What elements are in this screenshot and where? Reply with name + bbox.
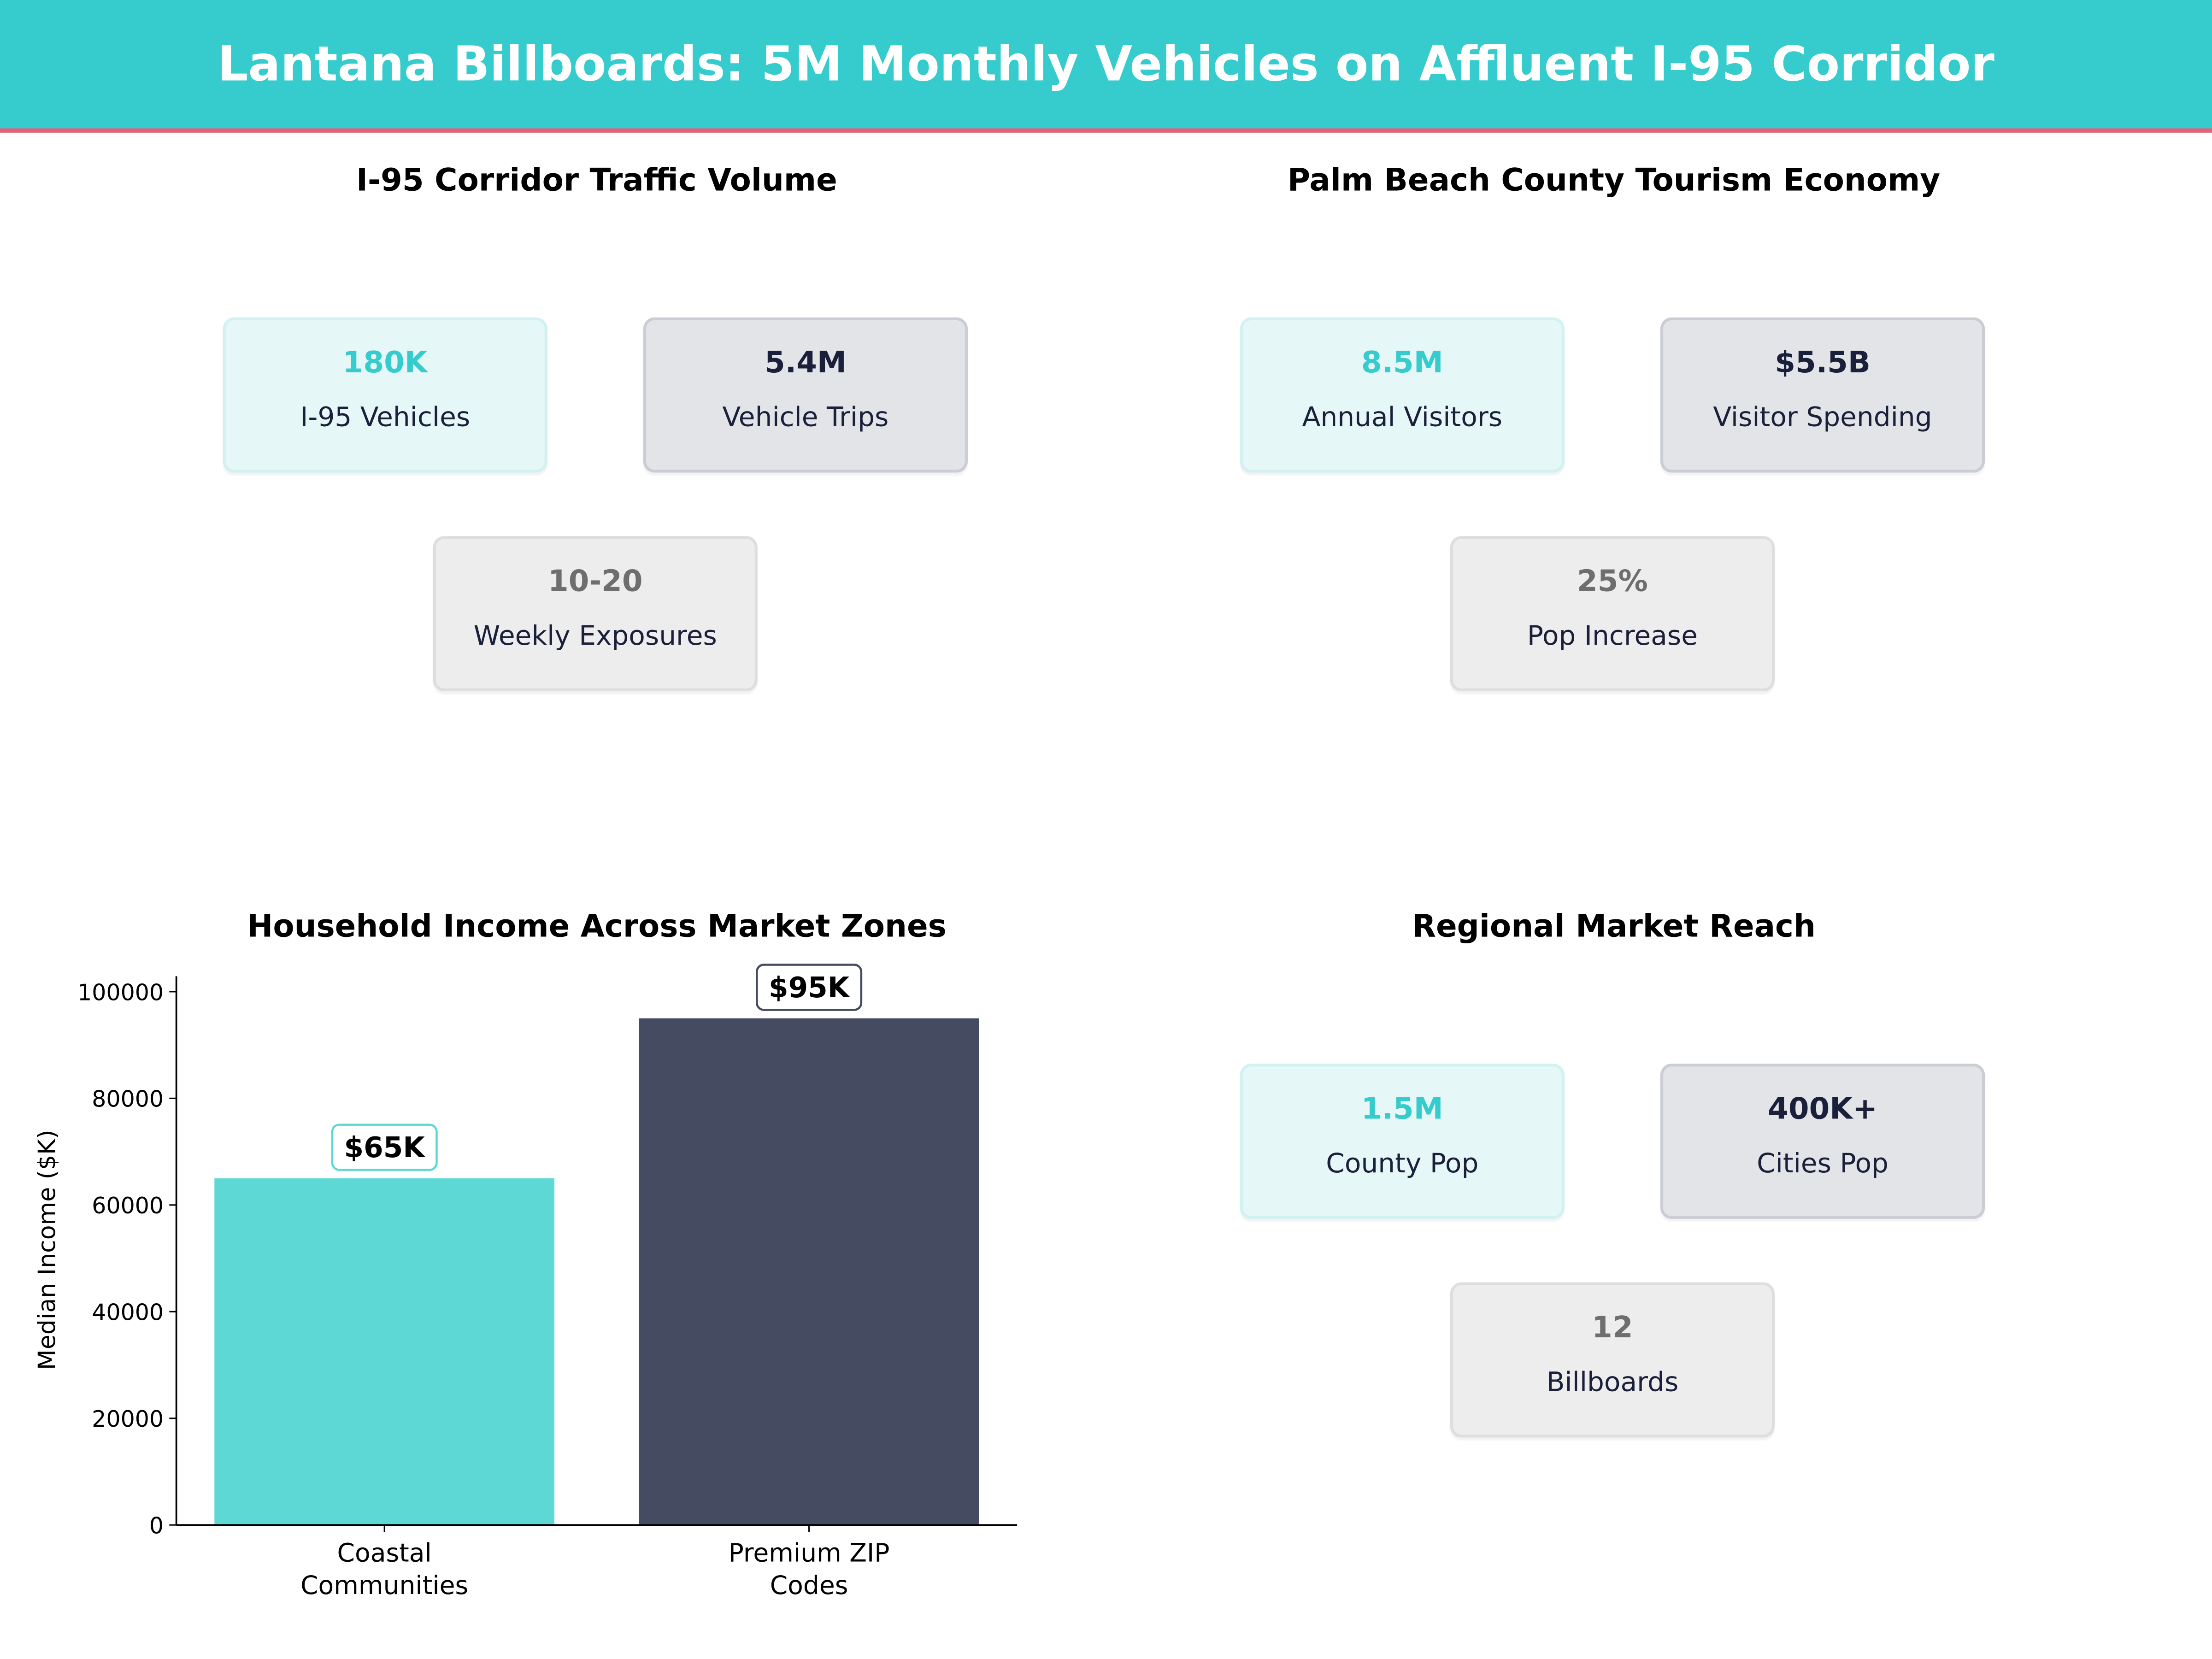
metric-label: Cities Pop (1757, 1148, 1888, 1180)
chart-title: Household Income Across Market Zones (247, 910, 947, 946)
page-title: Lantana Billboards: 5M Monthly Vehicles … (218, 36, 1994, 93)
y-tick-label: 80000 (92, 1086, 164, 1112)
metric-value: 400K+ (1768, 1092, 1878, 1126)
metric-value: 25% (1577, 564, 1648, 598)
panel-title: Palm Beach County Tourism Economy (1287, 164, 1941, 199)
metric-card: 1.5M County Pop (1240, 1064, 1565, 1219)
panel-title: I-95 Corridor Traffic Volume (356, 164, 837, 199)
metric-value: $5.5B (1775, 345, 1871, 380)
data-label-box (331, 1124, 438, 1171)
bar (639, 1018, 979, 1525)
metric-value: 12 (1592, 1310, 1633, 1345)
x-tick-label: Communities (300, 1571, 468, 1600)
metric-value: 1.5M (1361, 1092, 1443, 1126)
metric-card: 12 Billboards (1450, 1282, 1775, 1438)
header-banner: Lantana Billboards: 5M Monthly Vehicles … (0, 0, 2212, 133)
data-label: $95K (769, 971, 851, 1004)
metric-label: County Pop (1326, 1148, 1479, 1180)
metric-card: 10-20 Weekly Exposures (433, 536, 758, 691)
bar (214, 1178, 555, 1525)
metric-card: 5.4M Vehicle Trips (643, 317, 968, 473)
x-tick-label: Premium ZIP (729, 1538, 890, 1568)
metric-label: I-95 Vehicles (300, 402, 471, 433)
metric-label: Vehicle Trips (722, 402, 889, 433)
metric-label: Annual Visitors (1302, 402, 1503, 433)
x-tick-label: Codes (770, 1571, 848, 1600)
metric-label: Visitor Spending (1713, 402, 1932, 433)
y-tick-label: 0 (149, 1513, 164, 1539)
metric-value: 5.4M (764, 345, 847, 380)
metric-value: 8.5M (1361, 345, 1443, 380)
y-axis-label: Median Income ($K) (33, 1130, 61, 1370)
metric-label: Weekly Exposures (473, 620, 717, 652)
y-tick-label: 20000 (92, 1406, 164, 1432)
y-tick-label: 60000 (92, 1193, 164, 1219)
metric-card: 25% Pop Increase (1450, 536, 1775, 691)
metric-card: $5.5B Visitor Spending (1660, 317, 1985, 473)
y-tick-label: 100000 (77, 979, 164, 1006)
metric-card: 8.5M Annual Visitors (1240, 317, 1565, 473)
data-label: $65K (344, 1131, 426, 1164)
metric-label: Billboards (1546, 1367, 1679, 1398)
metric-card: 180K I-95 Vehicles (223, 317, 547, 473)
metric-card: 400K+ Cities Pop (1660, 1064, 1985, 1219)
y-tick-label: 40000 (92, 1300, 164, 1326)
x-tick-label: Coastal (337, 1538, 432, 1568)
data-label-box (756, 964, 863, 1011)
panel-title: Regional Market Reach (1412, 910, 1816, 946)
metric-value: 10-20 (547, 564, 643, 598)
metric-value: 180K (342, 345, 428, 380)
metric-label: Pop Increase (1527, 620, 1698, 652)
